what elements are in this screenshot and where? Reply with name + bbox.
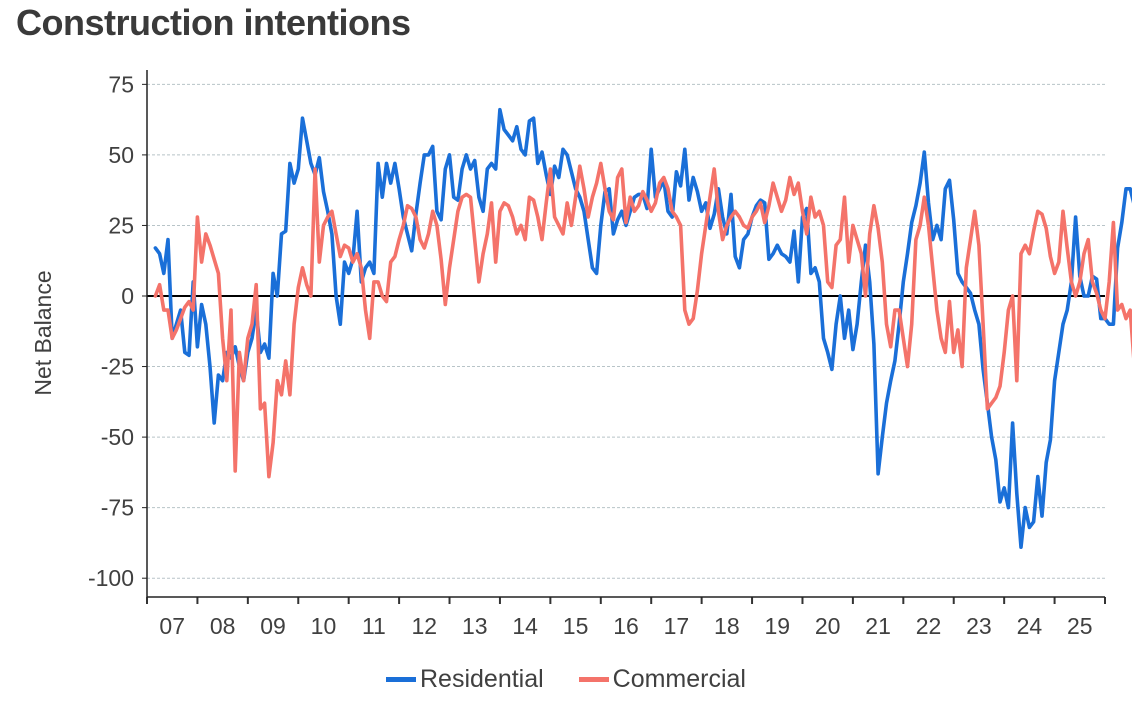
x-tick-label: 23 (966, 613, 992, 639)
series-line-residential (153, 107, 1132, 550)
legend-item-residential[interactable]: Residential (386, 665, 544, 694)
y-tick-label: 50 (108, 142, 134, 168)
legend: Residential Commercial (0, 660, 1132, 694)
legend-label-commercial: Commercial (612, 665, 746, 693)
x-tick-label: 16 (613, 613, 639, 639)
y-tick-label: -25 (101, 354, 134, 380)
x-tick-label: 14 (512, 613, 538, 639)
series-line-commercial (153, 161, 1132, 479)
y-tick-label: -75 (101, 495, 134, 521)
x-tick-label: 17 (664, 613, 690, 639)
series-group (153, 107, 1132, 550)
x-tick-label: 07 (159, 613, 185, 639)
x-tick-label: 15 (563, 613, 589, 639)
legend-label-residential: Residential (420, 665, 544, 693)
legend-item-commercial[interactable]: Commercial (578, 665, 746, 694)
y-tick-label: -100 (88, 565, 134, 591)
legend-swatch-residential (386, 677, 416, 682)
x-tick-label: 20 (815, 613, 841, 639)
x-tick-label: 22 (916, 613, 942, 639)
x-tick-label: 19 (764, 613, 790, 639)
y-axis-ticks: 75 50 25 0 -25 -50 -75 -100 (88, 71, 147, 591)
x-tick-label: 09 (260, 613, 286, 639)
y-tick-label: 25 (108, 212, 134, 238)
x-tick-label: 12 (412, 613, 438, 639)
legend-swatch-commercial (578, 677, 609, 682)
x-tick-label: 11 (362, 613, 386, 639)
x-tick-label: 10 (311, 613, 337, 639)
y-axis-title: Net Balance (30, 270, 56, 395)
y-tick-label: -50 (101, 424, 134, 450)
gridlines (147, 83, 1105, 579)
chart-title: Construction intentions (16, 2, 411, 43)
y-tick-label: 75 (108, 71, 134, 97)
x-tick-label: 08 (210, 613, 236, 639)
x-tick-label: 24 (1017, 613, 1043, 639)
x-tick-label: 18 (714, 613, 740, 639)
x-tick-label: 21 (865, 613, 891, 639)
y-tick-label: 0 (121, 283, 134, 309)
x-axis-ticks: 07 08 09 10 11 12 13 14 15 16 17 18 19 20 21 22 23 24 25 (146, 597, 1106, 639)
x-tick-label: 25 (1067, 613, 1093, 639)
x-tick-label: 13 (462, 613, 488, 639)
